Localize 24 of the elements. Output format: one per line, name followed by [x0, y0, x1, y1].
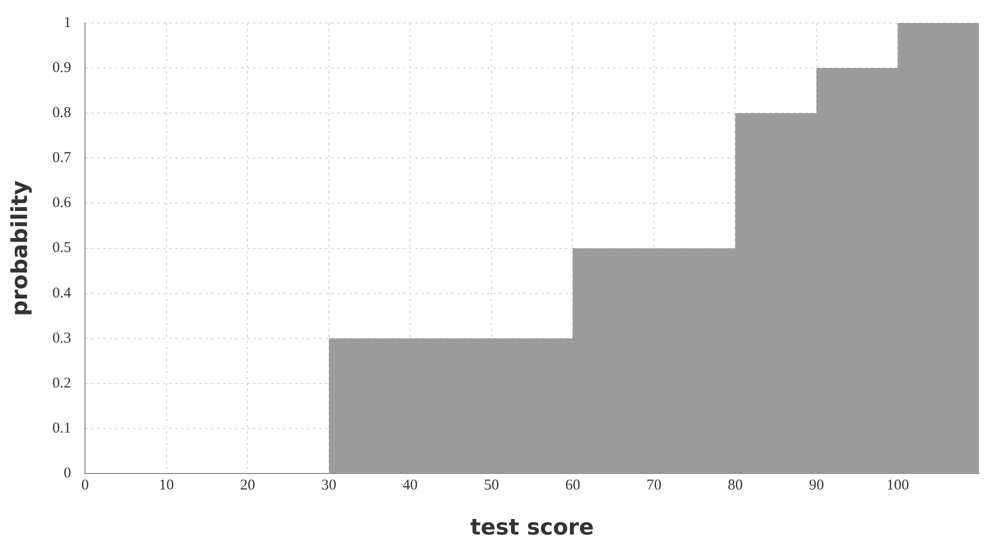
x-tick-label: 0	[81, 478, 89, 494]
y-tick-label: 0.2	[52, 375, 72, 392]
x-tick-label: 80	[728, 478, 743, 494]
x-axis-title: test score	[470, 516, 594, 541]
x-tick-label: 10	[158, 478, 174, 494]
x-tick-label: 30	[321, 478, 336, 494]
y-tick-label: 0.6	[52, 195, 72, 212]
x-tick-label: 60	[565, 478, 580, 494]
x-tick-label: 70	[646, 478, 662, 494]
x-tick-label: 20	[240, 478, 256, 494]
y-tick-label: 0.5	[52, 240, 72, 256]
x-tick-label: 40	[402, 478, 418, 494]
y-tick-label: 0	[64, 466, 72, 482]
y-tick-label: 0.4	[52, 285, 72, 302]
x-tick-label: 90	[808, 478, 824, 494]
y-tick-label: 0.7	[52, 150, 72, 166]
y-tick-label: 0.8	[52, 105, 72, 122]
y-tick-label: 0.9	[52, 60, 72, 76]
x-tick-label: 50	[484, 478, 499, 494]
x-tick-label: 100	[886, 478, 909, 494]
y-axis-title: probability	[8, 180, 33, 316]
y-tick-label: 0.1	[52, 420, 72, 436]
y-tick-label: 0.3	[52, 330, 72, 346]
y-tick-label: 1	[64, 14, 72, 31]
